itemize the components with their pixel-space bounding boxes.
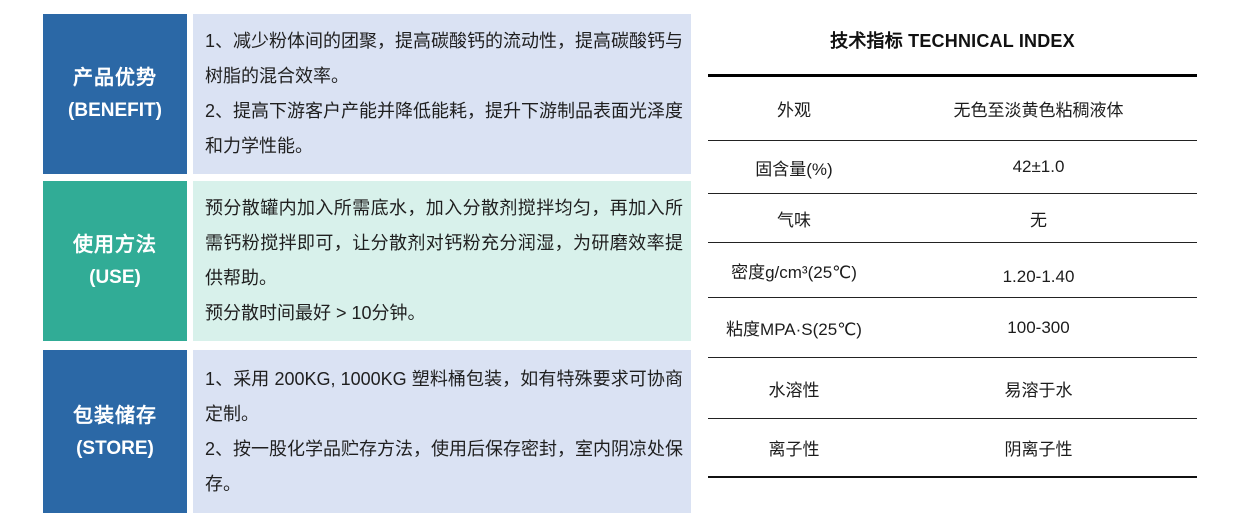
technical-index-title: 技术指标 TECHNICAL INDEX	[830, 31, 1075, 51]
info-paragraph: 1、采用 200KG, 1000KG 塑料桶包装，如有特殊要求可协商定制。	[205, 368, 683, 424]
store-label-cell: 包装储存 (STORE)	[43, 350, 187, 513]
use-content-cell: 预分散罐内加入所需底水，加入分散剂搅拌均匀，再加入所需钙粉搅拌即可，让分散剂对钙…	[193, 181, 691, 341]
table-row-viscosity: 粘度MPA·S(25℃) 100-300	[708, 298, 1197, 358]
row-name: 外观	[777, 101, 811, 120]
info-paragraph: 预分散罐内加入所需底水，加入分散剂搅拌均匀，再加入所需钙粉搅拌即可，让分散剂对钙…	[205, 198, 683, 288]
info-row-use: 使用方法 (USE) 预分散罐内加入所需底水，加入分散剂搅拌均匀，再加入所需钙粉…	[43, 181, 691, 341]
benefit-label-cell: 产品优势 (BENEFIT)	[43, 14, 187, 174]
row-value: 阴离子性	[1004, 440, 1073, 459]
benefit-label-en: (BENEFIT)	[68, 100, 162, 121]
store-content-cell: 1、采用 200KG, 1000KG 塑料桶包装，如有特殊要求可协商定制。 2、…	[193, 350, 691, 513]
use-label-zh: 使用方法	[73, 234, 157, 256]
use-label-en: (USE)	[89, 267, 141, 288]
table-row-density: 密度g/cm³(25℃) 1.20-1.40	[708, 243, 1197, 298]
use-label-cell: 使用方法 (USE)	[43, 181, 187, 341]
info-paragraph: 2、提高下游客户产能并降低能耗，提升下游制品表面光泽度和力学性能。	[205, 101, 684, 156]
table-row-solid-content: 固含量(%) 42±1.0	[708, 141, 1197, 194]
info-paragraph: 1、减少粉体间的团聚，提高碳酸钙的流动性，提高碳酸钙与树脂的混合效率。	[205, 31, 684, 86]
row-name: 气味	[777, 210, 811, 230]
table-row-odor: 气味 无	[708, 194, 1197, 243]
row-value: 无	[1030, 210, 1047, 230]
benefit-label-zh: 产品优势	[73, 67, 157, 89]
store-label-zh: 包装储存	[73, 404, 157, 427]
info-paragraph: 2、按一股化学品贮存方法，使用后保存密封，室内阴凉处保存。	[205, 438, 684, 494]
table-row-appearance: 外观 无色至淡黄色粘稠液体	[708, 77, 1197, 141]
row-name: 粘度MPA·S(25℃)	[726, 320, 862, 339]
technical-index-panel: 技术指标 TECHNICAL INDEX 外观 无色至淡黄色粘稠液体 固含量(%…	[708, 0, 1197, 494]
row-value: 1.20-1.40	[1002, 267, 1075, 286]
row-value: 42±1.0	[1012, 157, 1065, 176]
table-row-ionicity: 离子性 阴离子性	[708, 419, 1197, 478]
row-name: 密度g/cm³(25℃)	[731, 262, 857, 282]
row-value: 100-300	[1007, 317, 1070, 337]
row-name: 离子性	[768, 440, 820, 459]
info-row-benefit: 产品优势 (BENEFIT) 1、减少粉体间的团聚，提高碳酸钙的流动性，提高碳酸…	[43, 14, 691, 174]
info-paragraph: 预分散时间最好 > 10分钟。	[205, 303, 426, 323]
page-root: { "colors": { "label_blue": "#2B68A6", "…	[43, 0, 1197, 513]
row-name: 固含量(%)	[755, 159, 833, 179]
info-row-store: 包装储存 (STORE) 1、采用 200KG, 1000KG 塑料桶包装，如有…	[43, 350, 691, 513]
technical-index-table: 外观 无色至淡黄色粘稠液体 固含量(%) 42±1.0 气味 无 密度g/cm³…	[708, 74, 1197, 478]
benefit-content-cell: 1、减少粉体间的团聚，提高碳酸钙的流动性，提高碳酸钙与树脂的混合效率。 2、提高…	[193, 14, 691, 174]
row-name: 水溶性	[768, 380, 820, 400]
store-label-en: (STORE)	[76, 437, 154, 459]
product-info-table: 产品优势 (BENEFIT) 1、减少粉体间的团聚，提高碳酸钙的流动性，提高碳酸…	[43, 14, 691, 513]
table-row-water-solubility: 水溶性 易溶于水	[708, 358, 1197, 419]
row-value: 无色至淡黄色粘稠液体	[953, 101, 1124, 120]
row-value: 易溶于水	[1004, 380, 1073, 400]
